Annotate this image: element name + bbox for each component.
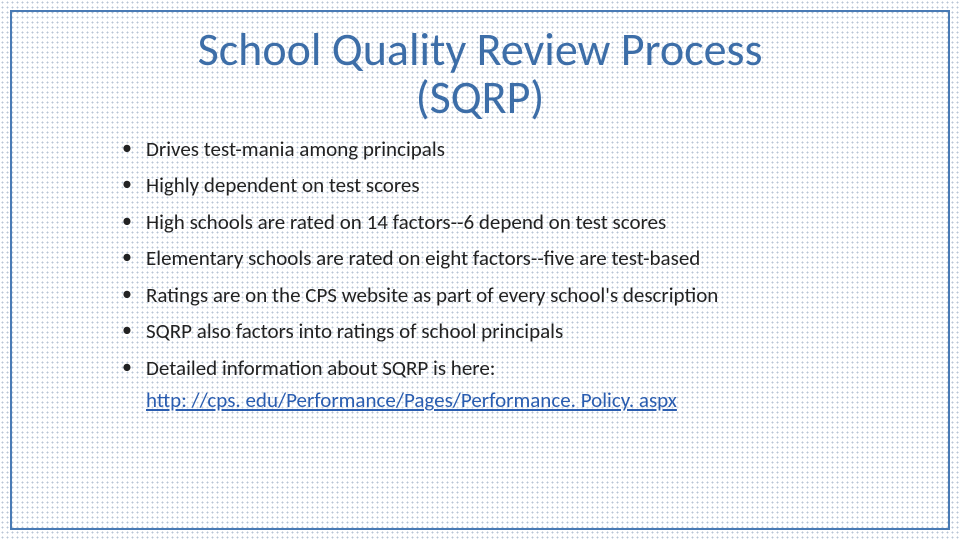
bullet-item: Drives test-mania among principals bbox=[122, 133, 858, 166]
title-line-2: (SQRP) bbox=[416, 70, 545, 126]
bullet-list: Drives test-mania among principals Highl… bbox=[122, 133, 858, 417]
slide-title: School Quality Review Process (SQRP) bbox=[52, 26, 908, 123]
bullet-item: Highly dependent on test scores bbox=[122, 169, 858, 202]
bullet-item: SQRP also factors into ratings of school… bbox=[122, 315, 858, 348]
slide-frame: School Quality Review Process (SQRP) Dri… bbox=[10, 10, 950, 530]
bullet-item: Ratings are on the CPS website as part o… bbox=[122, 279, 858, 312]
bullet-text: Detailed information about SQRP is here: bbox=[146, 355, 495, 381]
slide: School Quality Review Process (SQRP) Dri… bbox=[0, 0, 960, 540]
bullet-item: Detailed information about SQRP is here:… bbox=[122, 352, 858, 417]
bullet-text: Elementary schools are rated on eight fa… bbox=[146, 245, 700, 271]
bullet-text: SQRP also factors into ratings of school… bbox=[146, 318, 563, 344]
bullet-text: Highly dependent on test scores bbox=[146, 172, 420, 198]
bullet-text: Ratings are on the CPS website as part o… bbox=[146, 282, 718, 308]
bullet-item: Elementary schools are rated on eight fa… bbox=[122, 242, 858, 275]
bullet-item: High schools are rated on 14 factors--6 … bbox=[122, 206, 858, 239]
sqrp-link[interactable]: http: //cps. edu/Performance/Pages/Perfo… bbox=[146, 387, 677, 413]
bullet-text: Drives test-mania among principals bbox=[146, 136, 445, 162]
bullet-text: High schools are rated on 14 factors--6 … bbox=[146, 209, 666, 235]
